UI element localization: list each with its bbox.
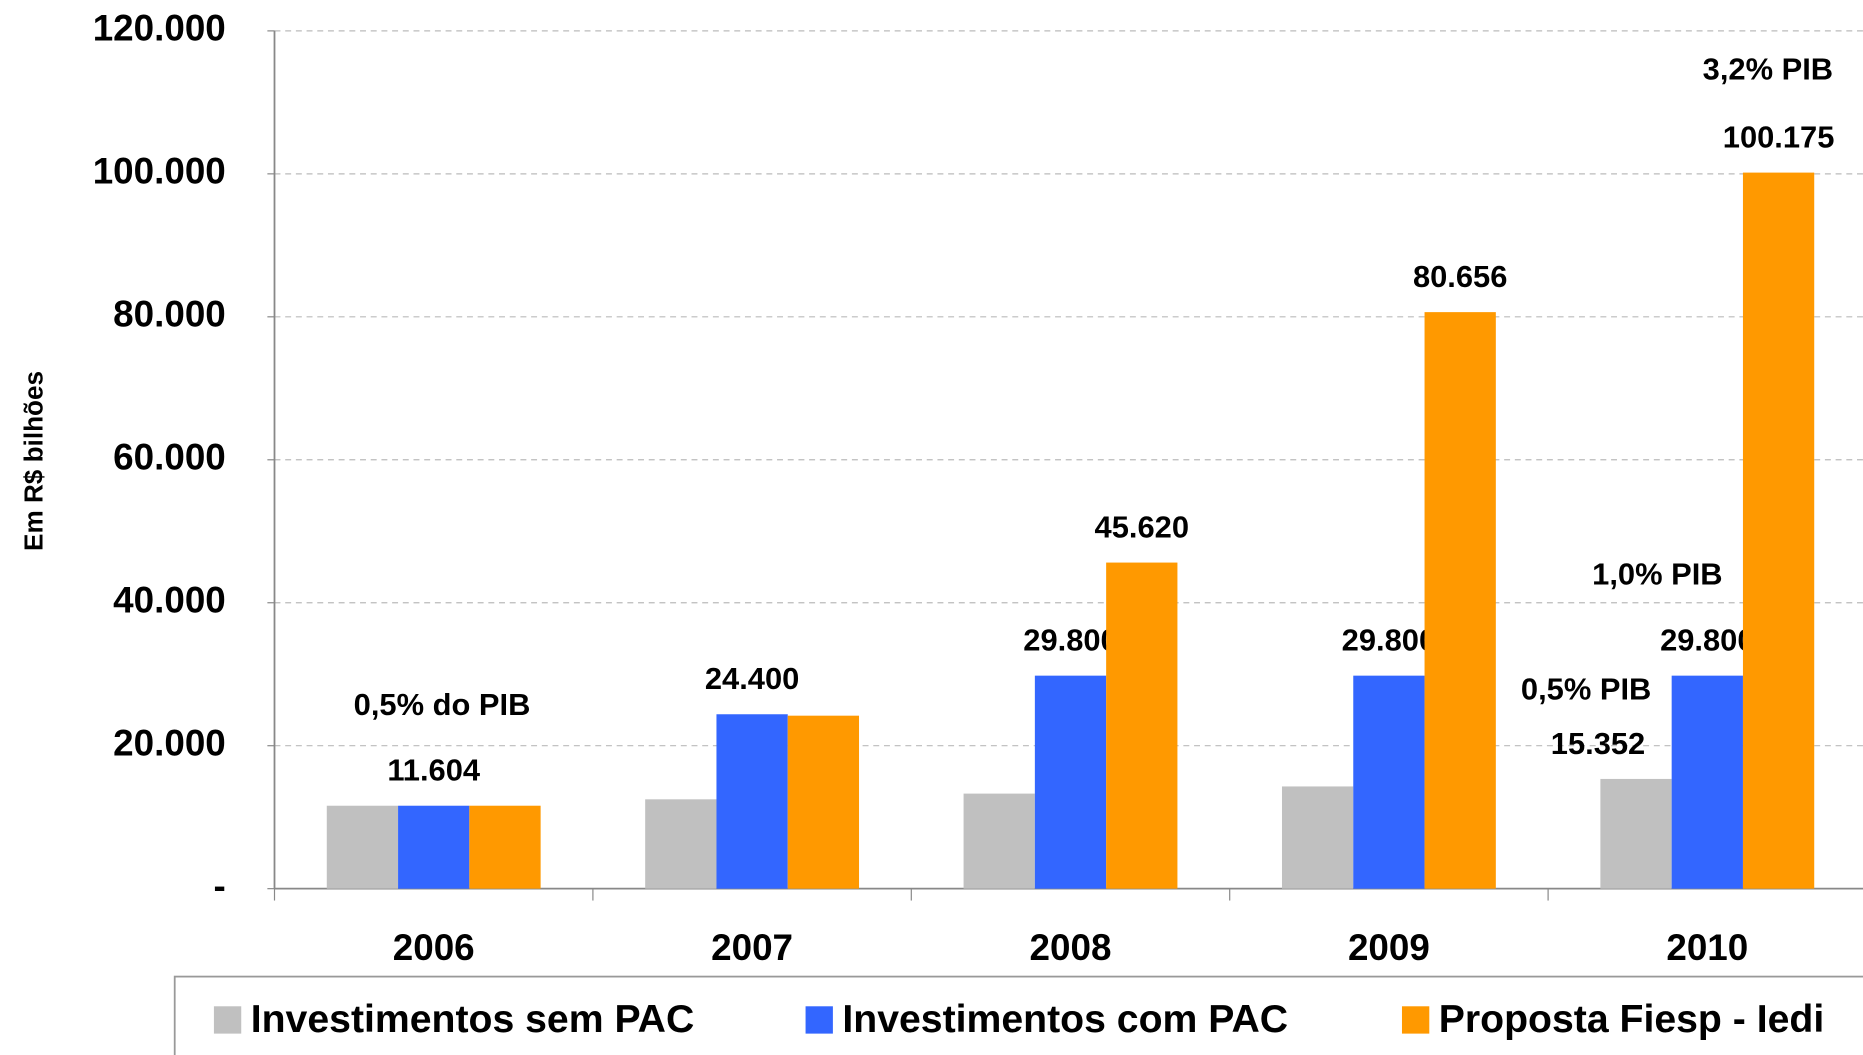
- bar: [716, 714, 788, 889]
- bar: [645, 799, 717, 889]
- data-label: 24.400: [705, 661, 799, 696]
- legend-box: [173, 975, 1863, 1055]
- y-tick-label: 100.000: [93, 151, 226, 192]
- x-tick-label: 2006: [393, 927, 475, 968]
- y-tick-label: 40.000: [113, 579, 226, 620]
- y-tick-label: 60.000: [113, 436, 226, 477]
- annotation: 3,2% PIB: [1703, 51, 1833, 86]
- bar: [1671, 675, 1743, 889]
- legend-label: Investimentos com PAC: [842, 998, 1288, 1041]
- x-tick-label: 2010: [1666, 927, 1748, 968]
- data-label: 100.175: [1723, 119, 1835, 154]
- x-tick-label: 2009: [1348, 927, 1430, 968]
- data-label: 29.800: [1660, 623, 1754, 658]
- x-tick-label: 2008: [1030, 927, 1112, 968]
- data-label: 15.352: [1551, 726, 1645, 761]
- annotation: 0,5% PIB: [1521, 672, 1651, 707]
- data-label: 29.800: [1023, 623, 1117, 658]
- legend-label: Proposta Fiesp - Iedi: [1439, 998, 1824, 1041]
- bar: [1281, 786, 1354, 889]
- data-label: 11.604: [387, 753, 480, 788]
- data-label: 45.620: [1095, 509, 1189, 544]
- data-label: 29.800: [1342, 623, 1436, 658]
- bar: [1106, 562, 1178, 889]
- bar: [1600, 778, 1672, 889]
- annotation: 1,0% PIB: [1592, 556, 1722, 591]
- y-tick-label: 80.000: [113, 294, 226, 335]
- annotation: 0,5% do PIB: [354, 687, 531, 722]
- x-tick-label: 2007: [711, 927, 793, 968]
- legend-swatch: [805, 1006, 833, 1034]
- bar: [1742, 172, 1815, 889]
- y-tick-label: -: [214, 865, 226, 906]
- bar: [469, 805, 541, 889]
- bar: [398, 805, 470, 889]
- bar: [1424, 312, 1496, 889]
- legend-label: Investimentos sem PAC: [251, 998, 695, 1041]
- legend-swatch: [213, 1006, 242, 1034]
- bar: [963, 793, 1035, 889]
- bar: [1353, 675, 1425, 889]
- bar: [326, 805, 399, 889]
- y-axis-label: Em R$ bilhões: [19, 371, 49, 551]
- bar: [1034, 675, 1107, 889]
- legend-swatch: [1401, 1006, 1430, 1034]
- y-tick-label: 20.000: [113, 722, 226, 763]
- bar: [787, 715, 860, 889]
- y-tick-label: 120.000: [93, 8, 226, 49]
- data-label: 80.656: [1413, 259, 1507, 294]
